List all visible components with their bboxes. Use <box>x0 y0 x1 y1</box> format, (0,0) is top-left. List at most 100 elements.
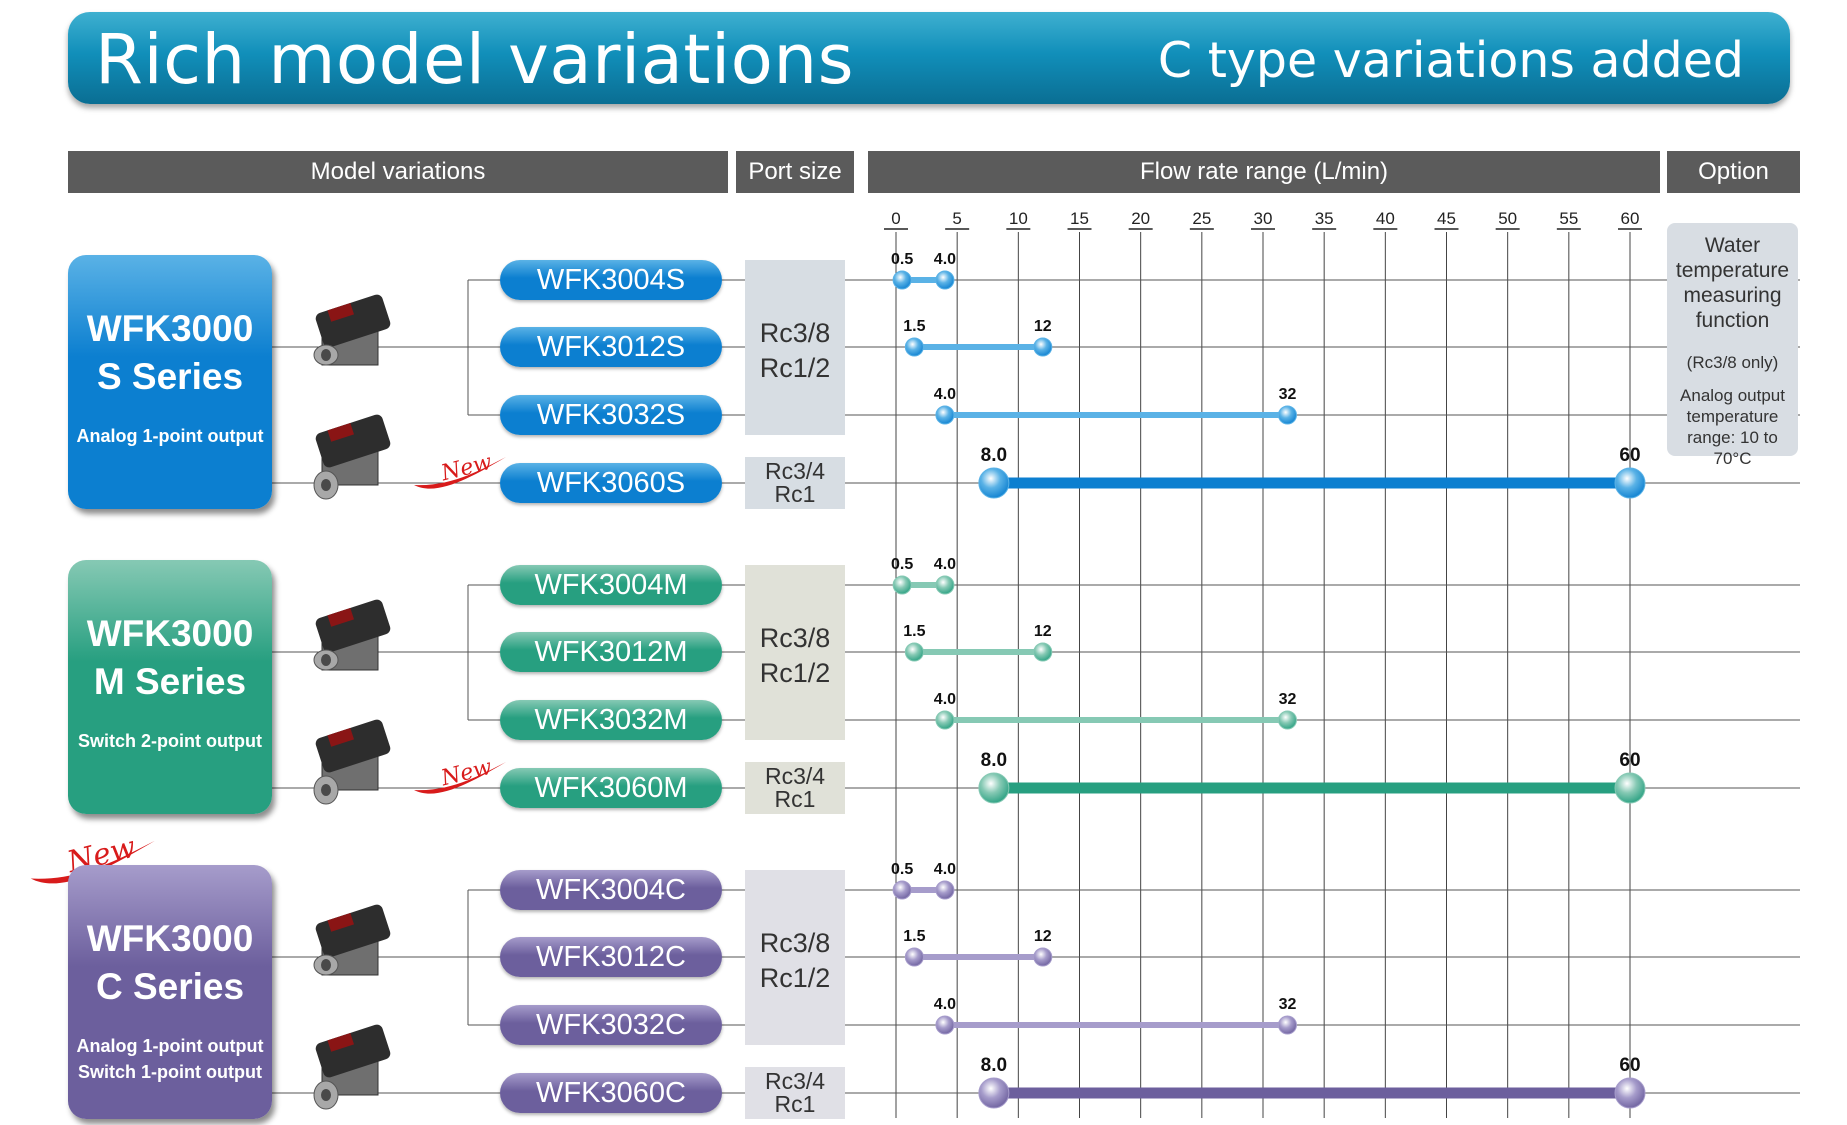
model-pill-wfk3004s: WFK3004S <box>500 260 722 300</box>
option-range-note: Analog output temperature range: 10 to 7… <box>1680 386 1785 468</box>
new-badge-swoosh <box>30 840 155 884</box>
x-tick-label: 40 <box>1376 209 1395 228</box>
range-min-label: 4.0 <box>934 386 956 403</box>
port-size-large: Rc3/4 Rc1 <box>745 1067 845 1119</box>
x-tick-label: 0 <box>891 209 900 228</box>
new-badge-text: New <box>438 755 495 792</box>
range-min-label: 8.0 <box>981 445 1007 466</box>
range-max-marker <box>1614 1077 1646 1109</box>
port-size-label: Rc1/2 <box>759 963 831 993</box>
range-max-label: 32 <box>1279 386 1297 403</box>
range-max-marker <box>1614 772 1646 804</box>
range-max-label: 4.0 <box>934 861 956 878</box>
port-size-small: Rc3/8 Rc1/2 <box>745 260 845 435</box>
range-min-label: 0.5 <box>891 251 913 268</box>
series-name-line1: WFK3000 <box>86 613 254 654</box>
port-size-label: Rc1/2 <box>759 353 831 383</box>
range-min-label: 0.5 <box>891 556 913 573</box>
range-max-label: 4.0 <box>934 251 956 268</box>
x-tick-label: 35 <box>1315 209 1334 228</box>
range-max-marker <box>1033 642 1053 662</box>
model-pill-wfk3032m: WFK3032M <box>500 700 722 740</box>
range-min-label: 0.5 <box>891 861 913 878</box>
range-max-label: 12 <box>1034 623 1052 640</box>
product-image-large <box>308 1015 403 1115</box>
model-pill-wfk3032c: WFK3032C <box>500 1005 722 1045</box>
range-max-label: 60 <box>1619 1055 1640 1076</box>
range-min-marker <box>904 947 924 967</box>
option-port-note: (Rc3/8 only) <box>1686 353 1779 372</box>
model-pill-wfk3060c: WFK3060C <box>500 1073 722 1113</box>
page-title: Rich model variations <box>95 20 855 100</box>
series-name-line2: M Series <box>93 661 247 702</box>
x-tick-label: 20 <box>1131 209 1150 228</box>
range-max-marker <box>935 880 955 900</box>
product-image-small <box>308 895 403 995</box>
range-min-marker <box>978 772 1010 804</box>
port-size-label: Rc1 <box>774 1091 816 1117</box>
header-port-size: Port size <box>736 151 854 193</box>
port-size-label: Rc3/4 <box>764 763 826 789</box>
range-min-marker <box>935 710 955 730</box>
range-max-marker <box>1277 1015 1297 1035</box>
option-feature-text: Water temperature measuring function <box>1675 234 1790 332</box>
port-size-label: Rc3/4 <box>764 458 826 484</box>
model-pill-wfk3012c: WFK3012C <box>500 937 722 977</box>
range-min-marker <box>892 575 912 595</box>
range-min-marker <box>904 642 924 662</box>
range-min-marker <box>935 1015 955 1035</box>
range-min-label: 1.5 <box>903 318 925 335</box>
series-box: WFK3000 M Series Switch 2-point output <box>68 560 272 814</box>
range-max-label: 12 <box>1034 928 1052 945</box>
x-tick-label: 50 <box>1498 209 1517 228</box>
port-size-label: Rc3/4 <box>764 1068 826 1094</box>
model-pill-wfk3060s: WFK3060S <box>500 463 722 503</box>
header-flow-rate: Flow rate range (L/min) <box>868 151 1660 193</box>
range-max-marker <box>1033 337 1053 357</box>
model-pill-wfk3032s: WFK3032S <box>500 395 722 435</box>
port-size-label: Rc1 <box>774 481 816 507</box>
range-min-marker <box>935 405 955 425</box>
range-min-label: 8.0 <box>981 750 1007 771</box>
x-tick-label: 45 <box>1437 209 1456 228</box>
range-max-marker <box>1277 405 1297 425</box>
port-size-label: Rc3/8 <box>759 318 831 348</box>
port-size-label: Rc1/2 <box>759 658 831 688</box>
model-pill-wfk3012m: WFK3012M <box>500 632 722 672</box>
range-max-marker <box>935 270 955 290</box>
range-min-label: 4.0 <box>934 996 956 1013</box>
series-output-text: Switch 1-point output <box>78 1062 262 1082</box>
header-model-variations: Model variations <box>68 151 728 193</box>
port-size-large: Rc3/4 Rc1 <box>745 457 845 509</box>
range-max-marker <box>1277 710 1297 730</box>
x-tick-label: 30 <box>1254 209 1273 228</box>
range-max-marker <box>935 575 955 595</box>
range-min-marker <box>904 337 924 357</box>
model-pill-wfk3004m: WFK3004M <box>500 565 722 605</box>
port-size-label: Rc3/8 <box>759 623 831 653</box>
product-image-small <box>308 285 403 385</box>
x-tick-label: 10 <box>1009 209 1028 228</box>
series-box: WFK3000 C Series Analog 1-point output Swit… <box>68 865 272 1119</box>
option-box: Water temperature measuring function (Rc… <box>1667 223 1798 468</box>
x-tick-label: 60 <box>1621 209 1640 228</box>
range-max-label: 12 <box>1034 318 1052 335</box>
x-tick-label: 15 <box>1070 209 1089 228</box>
product-image-small <box>308 590 403 690</box>
range-min-label: 1.5 <box>903 928 925 945</box>
range-min-marker <box>978 467 1010 499</box>
series-box: WFK3000 S Series Analog 1-point output <box>68 255 272 509</box>
range-max-label: 4.0 <box>934 556 956 573</box>
series-name-line1: WFK3000 <box>86 308 254 349</box>
x-tick-label: 5 <box>952 209 961 228</box>
model-pill-wfk3004c: WFK3004C <box>500 870 722 910</box>
port-size-small: Rc3/8 Rc1/2 <box>745 870 845 1045</box>
series-output-text: Analog 1-point output <box>76 426 264 446</box>
range-max-label: 32 <box>1279 691 1297 708</box>
range-min-marker <box>978 1077 1010 1109</box>
series-output-text: Switch 2-point output <box>78 731 262 751</box>
port-size-label: Rc1 <box>774 786 816 812</box>
range-min-label: 1.5 <box>903 623 925 640</box>
product-image-large <box>308 710 403 810</box>
